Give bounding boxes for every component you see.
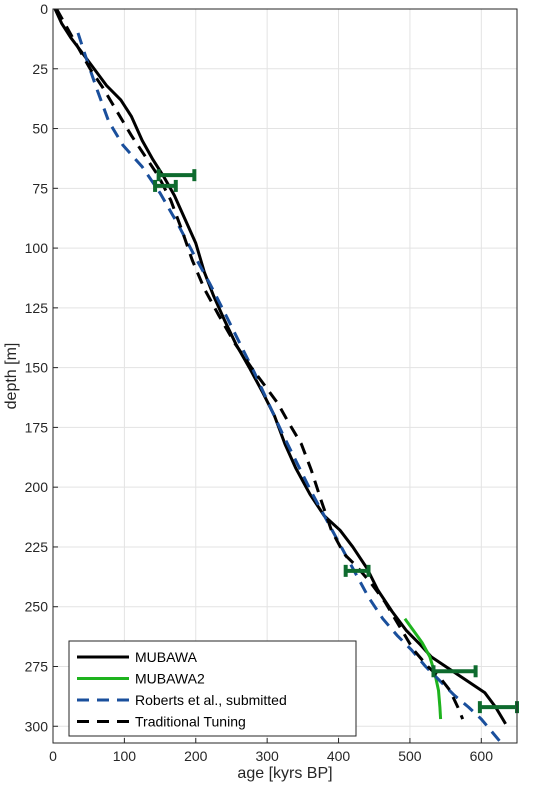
error-bar xyxy=(153,179,178,192)
legend-label: Traditional Tuning xyxy=(135,714,246,730)
plot-frame xyxy=(52,8,518,744)
y-tick-label: 200 xyxy=(25,479,49,495)
y-tick-label: 150 xyxy=(25,360,49,376)
error-bar xyxy=(431,665,478,678)
x-tick-label: 600 xyxy=(470,748,494,764)
y-tick-label: 100 xyxy=(25,240,49,256)
y-tick-label: 175 xyxy=(25,419,49,435)
x-tick-label: 0 xyxy=(49,748,57,764)
legend-entry: Roberts et al., submitted xyxy=(77,692,287,708)
error-bar xyxy=(156,169,197,182)
y-tick-label: 225 xyxy=(25,539,49,555)
legend-entry: MUBAWA2 xyxy=(77,671,205,687)
legend: MUBAWA MUBAWA2 Roberts et al., submitted Tr… xyxy=(68,640,357,737)
x-tick-label: 400 xyxy=(327,748,351,764)
y-tick-label: 275 xyxy=(25,658,49,674)
x-tick-label: 200 xyxy=(184,748,208,764)
legend-label: MUBAWA2 xyxy=(135,671,205,687)
x-tick-label: 100 xyxy=(113,748,137,764)
legend-label: MUBAWA xyxy=(135,649,198,665)
y-tick-label: 0 xyxy=(40,1,48,17)
axis-ticks: 0 100 200 300 400 500 600 0 25 50 75 100 125 150 175 20… xyxy=(25,1,494,764)
y-tick-label: 300 xyxy=(25,718,49,734)
series-line-3 xyxy=(76,32,503,743)
x-axis-title: age [kyrs BP] xyxy=(237,765,332,782)
series-line-4 xyxy=(55,9,465,720)
y-tick-label: 125 xyxy=(25,300,49,316)
x-tick-label: 300 xyxy=(255,748,279,764)
y-tick-label: 25 xyxy=(32,61,48,77)
legend-label: Roberts et al., submitted xyxy=(135,692,287,708)
y-tick-label: 250 xyxy=(25,599,49,615)
y-tick-label: 50 xyxy=(32,121,48,137)
legend-entry: Traditional Tuning xyxy=(77,714,246,730)
error-bar xyxy=(343,564,371,577)
legend-entry: MUBAWA xyxy=(77,649,198,665)
x-tick-label: 500 xyxy=(398,748,422,764)
y-axis-title: depth [m] xyxy=(3,343,20,410)
series-line-1 xyxy=(53,9,507,725)
y-tick-label: 75 xyxy=(32,180,48,196)
